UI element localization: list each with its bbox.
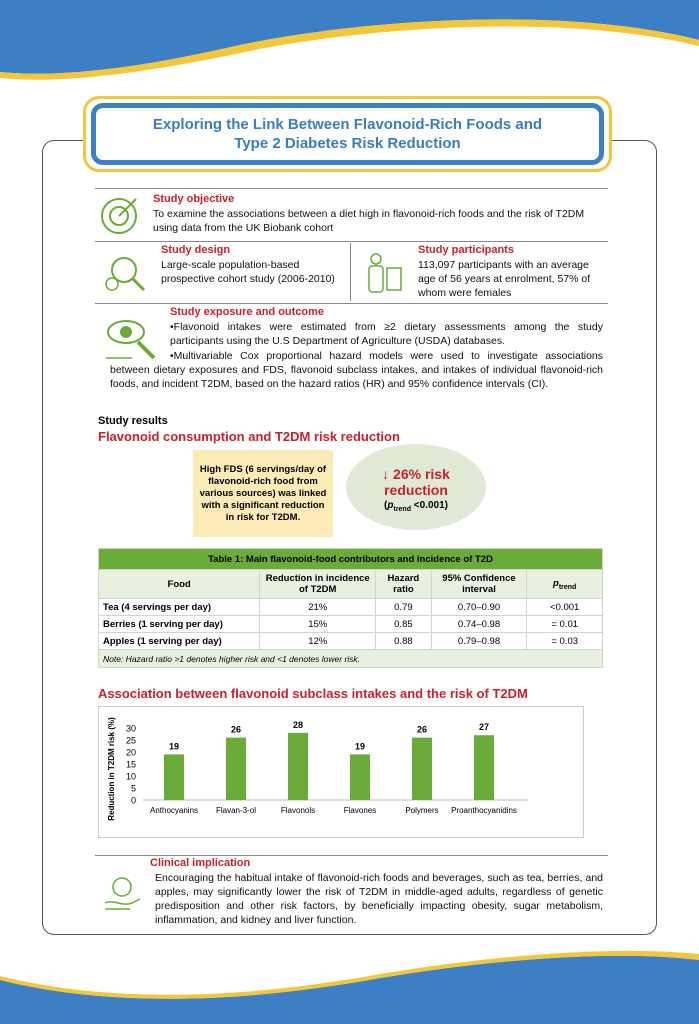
title: Exploring the Link Between Flavonoid-Ric… [91,103,604,165]
bottom-wave [0,950,699,1024]
column-header: ptrend [526,569,603,599]
table-cell: 0.70–0.90 [430,598,528,616]
icon [105,257,146,292]
section-heading: Study objective [153,193,235,205]
table-row: Apples (1 serving per day) 12% 0.88 0.79–0.… [97,632,603,650]
table-cell: = 0.01 [526,615,603,633]
table-cell: Berries (1 serving per day) [97,615,261,633]
y-tick-label: 30 [126,724,136,734]
table-title: Table 1: Main flavonoid-food contributor… [98,548,603,570]
table-row: Tea (4 servings per day) 21% 0.79 0.70–0.90… [97,598,603,616]
table-cell: 0.85 [375,615,432,633]
divider [95,241,608,242]
icon [106,320,156,360]
x-tick-label: Polymers [405,806,438,815]
bar [164,754,184,800]
table-row: Berries (1 serving per day) 15% 0.85 0.74–0… [97,615,603,633]
y-tick-label: 15 [126,760,136,770]
table-cell: 0.79–0.98 [430,632,528,650]
divider [350,243,351,301]
divider [95,303,608,304]
data-label: 27 [479,722,489,732]
section-text: To examine the associations between a di… [153,208,585,234]
x-tick-label: Proanthocyanidins [451,806,517,815]
table-cell: 15% [259,615,377,633]
x-tick-label: Flavonols [281,806,315,815]
y-tick-label: 0 [131,796,136,806]
chart-title: Association between flavonoid subclass i… [98,686,528,701]
data-label: 26 [417,725,427,735]
divider [95,188,608,189]
p-text: ( [384,500,388,511]
bullet: •Multivariable Cox proportional hazard m… [110,350,603,390]
column-header: Reduction in incidence of T2DM [259,569,377,599]
data-label: 19 [169,741,179,751]
table-cell: 0.88 [375,632,432,650]
section-heading: Study exposure and outcome [170,306,325,318]
icon [104,877,141,910]
data-label: 26 [231,725,241,735]
icon [101,198,137,234]
y-tick-label: 10 [126,772,136,782]
column-header-part: trend [558,583,577,591]
table: Table 1: Main flavonoid-food contributor… [97,548,603,668]
table-cell: 0.79 [375,598,432,616]
icon [368,253,402,293]
results-heading: Flavonoid consumption and T2DM risk redu… [98,429,400,444]
table-cell: 12% [259,632,377,650]
bar [350,754,370,800]
table-cell: Apples (1 serving per day) [97,632,261,650]
section-heading: Study participants [418,244,514,256]
data-label: 19 [355,741,365,751]
table-cell: = 0.03 [526,632,603,650]
p-value: (ptrend <0.001) [346,500,486,513]
table-note: Note: Hazard ratio >1 denotes higher ris… [98,649,603,668]
bar [412,737,432,800]
section-text: Large-scale population-based prospective… [161,259,335,285]
y-tick-label: 20 [126,748,136,758]
risk-headline: ↓ 26% risk reduction [382,466,450,498]
column-header: 95% Confidence interval [430,569,528,599]
table-cell: Tea (4 servings per day) [97,598,261,616]
p-text: <0.001) [410,500,448,511]
y-axis-label: Reduction in T2DM risk (%) [107,717,116,821]
bar [288,732,308,800]
bullet: •Flavonoid intakes were estimated from ≥… [170,321,603,347]
column-header-part: p [553,577,559,589]
results-label: Study results [98,415,168,427]
y-tick-label: 25 [126,736,136,746]
bar [226,737,246,800]
p-text: trend [393,506,411,513]
table-cell: 0.74–0.98 [430,615,528,633]
x-tick-label: Flavan-3-ol [216,806,256,815]
data-label: 28 [293,720,303,730]
top-wave [0,0,699,80]
table-cell: 21% [259,598,377,616]
section-heading: Study design [161,244,231,256]
section-text: 113,097 participants with an average age… [418,259,591,299]
x-tick-label: Anthocyanins [150,806,198,815]
section-heading: Clinical implication [150,857,251,869]
column-header: Food [97,569,261,599]
y-tick-label: 5 [131,784,136,794]
divider [95,855,608,856]
table-cell: <0.001 [526,598,603,616]
section-text: Encouraging the habitual intake of flavo… [155,872,603,926]
highlight-box: High FDS (6 servings/day of flavonoid-ri… [193,450,333,537]
risk-bubble: ↓ 26% risk reduction (ptrend <0.001) [346,444,486,530]
column-header: Hazard ratio [375,569,432,599]
table-row: Note: Hazard ratio >1 denotes higher ris… [98,649,603,668]
bar [474,735,494,800]
x-tick-label: Flavones [344,806,376,815]
p-text: p [387,500,394,511]
chart: Reduction in T2DM risk (%) 0 5 10 15 20 25 30 19… [98,706,584,838]
